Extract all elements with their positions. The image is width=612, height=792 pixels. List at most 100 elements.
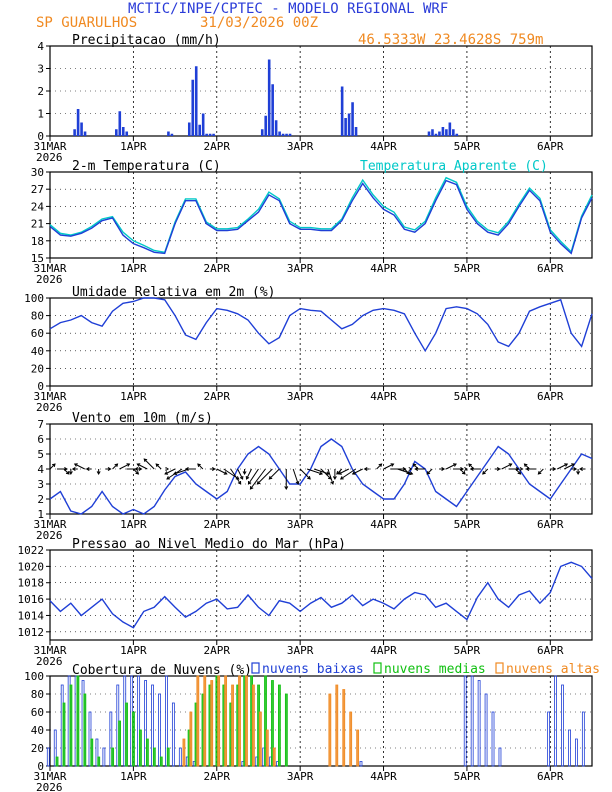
cloud-bar-nuvens-baixas: [46, 747, 50, 767]
wind-vector-head: [468, 463, 472, 468]
wind-vector-head: [552, 467, 557, 471]
wind-vector-head: [464, 467, 468, 471]
wind-vector-head: [412, 463, 417, 468]
wind-vector: [155, 463, 162, 470]
x-tick-label: 6APR: [537, 644, 564, 657]
wind-vector-head: [330, 480, 335, 485]
precip-bar: [431, 129, 434, 136]
x-tick-sublabel: 2026: [36, 781, 63, 792]
cloud-bar-nuvens-baixas: [491, 711, 495, 767]
wind-vector: [306, 468, 323, 475]
y-tick-label: 7: [37, 418, 44, 431]
wind-vector-head: [107, 467, 112, 471]
x-tick-label: 5APR: [454, 518, 481, 531]
wind-vector: [63, 468, 70, 475]
precip-bar: [434, 133, 438, 136]
cloud-bar-nuvens-medias: [97, 756, 101, 767]
wind-vector-head: [242, 471, 247, 475]
x-tick-label: 6APR: [537, 770, 564, 783]
wind-vector: [237, 468, 244, 480]
cloud-bar-nuvens-baixas: [178, 747, 182, 767]
cloud-bar-nuvens-baixas: [484, 693, 488, 767]
x-tick-label: 5APR: [454, 390, 481, 403]
wind-vector-head: [508, 463, 513, 467]
wind-vector-head: [85, 467, 90, 471]
wind-vector-head: [96, 471, 101, 475]
cloud-bar-nuvens-baixas: [463, 675, 467, 767]
apparent-temperature-line: [49, 176, 593, 254]
wind-vector-head: [469, 467, 474, 471]
wind-vector-head: [537, 470, 542, 475]
wind-vector-head: [247, 480, 252, 485]
x-tick-label: 3APR: [287, 518, 314, 531]
cloud-bar-nuvens-medias: [90, 738, 94, 767]
y-tick-label: 1014: [18, 609, 45, 622]
cloud-bar-nuvens-baixas: [151, 684, 154, 767]
header-title: MCTIC/INPE/CPTEC - MODELO REGIONAL WRF: [128, 1, 448, 17]
y-tick-label: 6: [37, 433, 44, 446]
x-tick-label: 31MAR: [33, 390, 66, 403]
y-tick-label: 1020: [18, 560, 45, 573]
legend-swatch: [373, 662, 382, 674]
wind-vector-head: [564, 463, 569, 467]
wind-vector: [246, 468, 252, 480]
precip-bar: [80, 122, 83, 136]
precip-bar: [351, 102, 354, 136]
panel-frame: [49, 45, 593, 137]
y-tick-label: 15: [31, 252, 44, 265]
wind-vector: [563, 463, 575, 470]
legend-label: nuvens baixas: [262, 662, 364, 677]
wind-vector-head: [71, 467, 76, 471]
cloud-bar-nuvens-baixas: [137, 675, 141, 767]
x-tick-sublabel: 2026: [36, 529, 63, 542]
precip-bar: [198, 124, 201, 136]
wind-vector: [426, 468, 433, 475]
wind-vector-head: [268, 475, 273, 480]
cloud-bar-nuvens-medias: [132, 711, 135, 767]
cloud-bar-nuvens-altas: [217, 675, 221, 767]
precip-bar: [285, 133, 288, 136]
wind-vector: [299, 468, 311, 480]
wind-vector-head: [461, 470, 466, 475]
wind-vector: [376, 463, 382, 470]
wind-vector-head: [237, 480, 242, 485]
x-tick-label: 3APR: [287, 262, 314, 275]
y-tick-label: 100: [24, 670, 44, 683]
precip-bar: [73, 129, 76, 136]
precip-bar: [118, 111, 122, 136]
cloud-bar-nuvens-medias: [284, 693, 288, 767]
x-tick-label: 31MAR: [33, 262, 66, 275]
wind-vector-head: [211, 467, 216, 471]
cloud-bar-nuvens-medias: [159, 756, 163, 767]
wind-vector-head: [143, 458, 148, 463]
wind-vector: [340, 468, 357, 480]
x-tick-label: 2APR: [204, 518, 231, 531]
x-tick-label: 6APR: [537, 262, 564, 275]
precip-bar: [260, 129, 264, 136]
wind-vector-head: [135, 470, 140, 475]
cloud-bar-nuvens-medias: [111, 747, 115, 767]
panel-frame: [49, 675, 593, 767]
cloud-bar-nuvens-altas: [349, 711, 353, 767]
x-tick-label: 4APR: [370, 262, 397, 275]
wind-vector-head: [126, 463, 131, 467]
wind-vector-head: [406, 470, 411, 475]
cloud-bar-nuvens-baixas: [554, 675, 557, 767]
cloud-bar-nuvens-baixas: [359, 761, 363, 767]
y-tick-label: 60: [31, 327, 44, 340]
wind-vector: [133, 468, 139, 475]
precip-bar: [83, 131, 87, 136]
y-tick-label: 20: [31, 742, 44, 755]
wind-vector: [74, 463, 85, 470]
wind-vector: [313, 468, 330, 475]
precip-bar: [208, 133, 212, 136]
wind-vector-head: [576, 471, 581, 475]
precip-bar: [288, 133, 292, 136]
wind-vector-head: [68, 471, 73, 475]
y-tick-label: 1022: [18, 544, 45, 557]
wind-vector-head: [138, 467, 143, 471]
panel-rh: Umidade Relativa em 2m (%) 0 20 40 60 80 100 31…: [24, 285, 593, 414]
panel-title: Vento em 10m (m/s): [72, 411, 213, 426]
wind-vector-head: [65, 470, 70, 475]
